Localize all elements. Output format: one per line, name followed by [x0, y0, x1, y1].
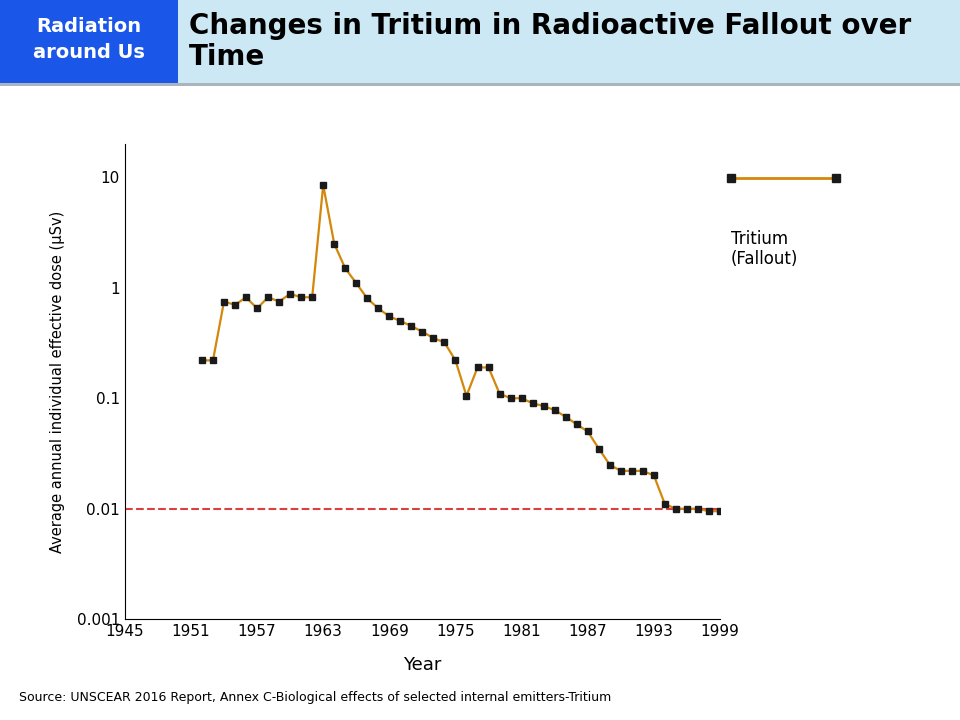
Text: Tritium
(Fallout): Tritium (Fallout)	[731, 230, 798, 269]
Text: Changes in Tritium in Radioactive Fallout over
Time: Changes in Tritium in Radioactive Fallou…	[189, 12, 911, 71]
Text: Source: UNSCEAR 2016 Report, Annex C-Biological effects of selected internal emi: Source: UNSCEAR 2016 Report, Annex C-Bio…	[19, 691, 612, 704]
Bar	[0, 0, 178, 83]
Text: Radiation
around Us: Radiation around Us	[33, 17, 145, 63]
X-axis label: Year: Year	[403, 656, 442, 674]
Y-axis label: Average annual individual effective dose (µSv): Average annual individual effective dose…	[51, 210, 65, 553]
